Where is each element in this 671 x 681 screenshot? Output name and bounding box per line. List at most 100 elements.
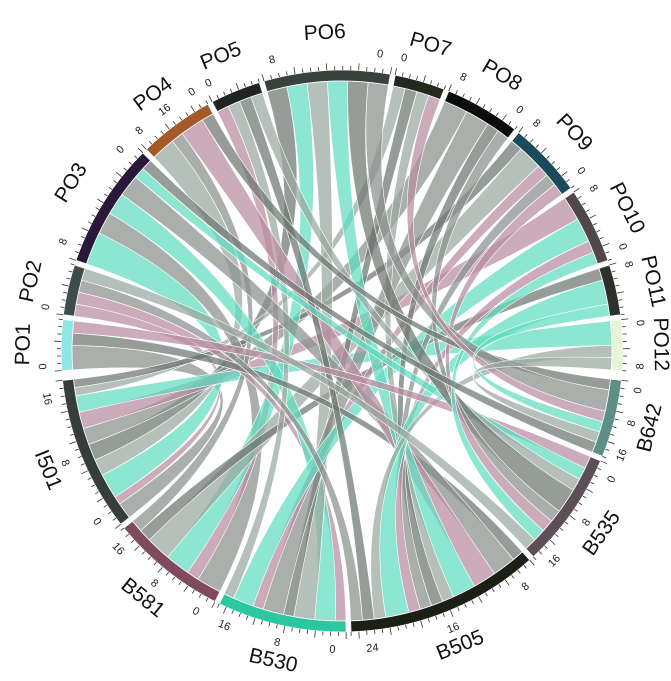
tick-mark	[401, 72, 404, 77]
tick-mark	[59, 387, 64, 390]
tick-mark	[216, 94, 219, 99]
segment-label-b530: B530	[247, 644, 300, 677]
tick-mark	[107, 511, 112, 515]
segment-label-b642: B642	[633, 401, 667, 454]
tick-mark	[600, 460, 608, 465]
tick-mark	[610, 433, 615, 436]
tick-mark	[607, 258, 612, 261]
tick-mark	[420, 620, 424, 628]
tick-mark	[134, 155, 138, 159]
tick-mark	[231, 609, 234, 614]
segment-label-po1: PO1	[11, 323, 35, 366]
tick-mark	[69, 257, 77, 261]
tick-label: 16	[109, 540, 126, 557]
tick-mark	[95, 207, 100, 210]
tick-mark	[278, 73, 280, 78]
tick-mark	[299, 628, 301, 633]
tick-label: 8	[520, 580, 532, 593]
tick-mark	[66, 277, 71, 280]
tick-mark	[108, 186, 113, 190]
segment-b535	[525, 456, 602, 558]
tick-mark	[436, 82, 440, 87]
tick-mark	[443, 85, 447, 90]
tick-mark	[80, 236, 85, 239]
tick-mark	[574, 508, 578, 512]
tick-mark	[589, 214, 597, 219]
tick-mark	[616, 411, 624, 414]
tick-mark	[238, 612, 241, 617]
tick-mark	[191, 589, 195, 594]
segment-layer	[54, 63, 630, 639]
tick-mark	[389, 67, 392, 75]
segment-label-po2: PO2	[15, 258, 47, 304]
tick-label: 16	[445, 621, 461, 637]
tick-mark	[582, 495, 587, 499]
tick-mark	[198, 593, 202, 598]
tick-label: 0	[186, 85, 197, 98]
tick-mark	[605, 448, 610, 451]
tick-mark	[104, 193, 108, 197]
tick-mark	[246, 615, 249, 620]
tick-mark	[462, 93, 465, 98]
ribbon-layer	[71, 80, 613, 622]
tick-mark	[613, 277, 618, 280]
tick-mark	[275, 624, 278, 629]
tick-mark	[185, 112, 189, 117]
tick-mark	[293, 66, 296, 75]
tick-mark	[229, 88, 233, 93]
tick-mark	[504, 579, 510, 586]
tick-mark	[511, 574, 515, 579]
tick-mark	[559, 527, 564, 531]
tick-mark	[502, 114, 507, 121]
tick-label: 8	[458, 71, 468, 84]
tick-mark	[250, 80, 253, 85]
tick-mark	[208, 95, 213, 103]
tick-mark	[243, 83, 246, 88]
tick-mark	[148, 140, 153, 145]
segment-label-po12: PO12	[649, 317, 671, 371]
tick-mark	[581, 202, 586, 206]
tick-mark	[602, 242, 610, 247]
tick-mark	[87, 477, 92, 481]
tick-mark	[423, 75, 426, 83]
tick-mark	[223, 91, 226, 96]
segment-label-po5: PO5	[197, 37, 245, 74]
tick-mark	[405, 624, 407, 629]
tick-mark	[566, 179, 570, 183]
segment-po5	[211, 81, 264, 113]
tick-mark	[569, 515, 576, 521]
tick-mark	[597, 467, 602, 471]
tick-label: 0	[400, 52, 408, 65]
tick-label: 0	[376, 48, 384, 61]
tick-label: 16	[614, 448, 630, 464]
tick-label: 16	[546, 553, 563, 570]
segment-label-po8: PO8	[478, 55, 526, 96]
tick-mark	[621, 318, 629, 321]
tick-mark	[160, 130, 164, 135]
segment-po3	[75, 152, 152, 265]
tick-label: 0	[203, 77, 214, 90]
tick-label: 0	[605, 474, 618, 485]
tick-mark	[205, 597, 209, 602]
tick-mark	[128, 161, 133, 165]
tick-mark	[544, 545, 548, 549]
tick-mark	[529, 139, 534, 143]
segment-po6	[263, 69, 391, 93]
segment-po12	[609, 319, 624, 372]
tick-mark	[63, 291, 68, 294]
segment-b505	[350, 551, 531, 633]
tick-mark	[235, 83, 240, 90]
tick-mark	[153, 561, 157, 566]
tick-mark	[556, 167, 561, 171]
tick-label: 0	[90, 516, 103, 528]
tick-mark	[130, 539, 135, 544]
tick-mark	[223, 606, 227, 614]
tick-mark	[283, 626, 286, 634]
tick-mark	[476, 97, 481, 105]
tick-mark	[165, 571, 169, 576]
tick-mark	[409, 74, 411, 79]
tick-label: 0	[329, 644, 336, 656]
tick-mark	[157, 566, 163, 573]
tick-mark	[286, 71, 288, 76]
